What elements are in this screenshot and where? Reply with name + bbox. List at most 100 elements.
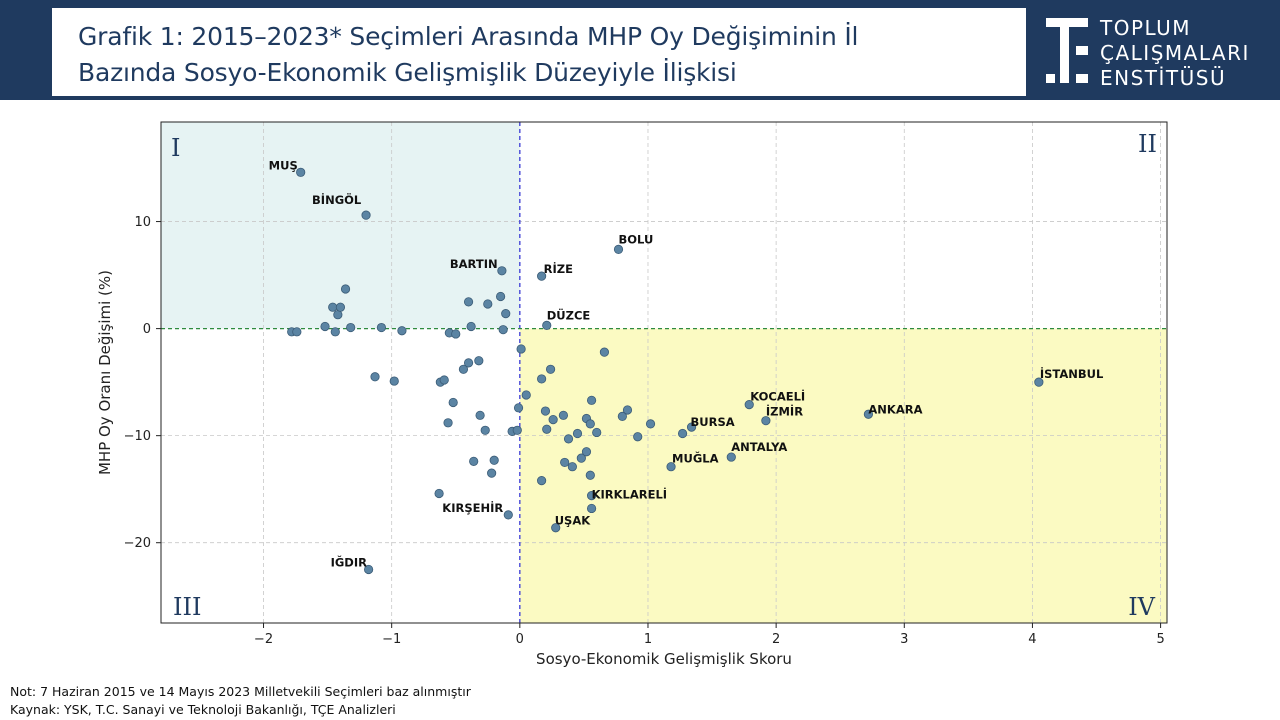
quadrant-label-III: III <box>173 593 201 621</box>
page-title-line-2: Bazında Sosyo-Ekonomik Gelişmişlik Düzey… <box>78 58 737 87</box>
labeled-point-muş <box>296 167 306 177</box>
labeled-point-i̇stanbul <box>1034 377 1044 387</box>
point-label: BARTIN <box>450 257 498 271</box>
data-point <box>581 447 592 457</box>
data-point <box>483 299 493 309</box>
quadrant-label-I: I <box>171 134 180 162</box>
title-box: Grafik 1: 2015–2023* Seçimleri Arasında … <box>52 8 1026 96</box>
logo-text-line-3: ENSTİTÜSÜ <box>1100 66 1227 90</box>
data-point <box>567 462 577 472</box>
data-point <box>501 309 511 319</box>
point-label: ANKARA <box>868 402 922 416</box>
point-label: KIRKLARELİ <box>592 486 668 501</box>
data-point <box>645 419 656 429</box>
x-axis-label: Sosyo-Ekonomik Gelişmişlik Skoru <box>536 650 792 668</box>
labeled-point-i̇zmi̇r <box>761 416 771 426</box>
labeled-point-kirşehi̇r <box>503 510 513 520</box>
logo-text-line-1: TOPLUM <box>1100 16 1192 40</box>
y-tick-label: −10 <box>124 429 151 444</box>
data-point <box>585 419 595 429</box>
data-point <box>513 403 524 413</box>
data-point <box>340 284 351 294</box>
data-point <box>537 476 547 486</box>
labeled-point-muğla <box>666 462 676 472</box>
data-point <box>463 358 474 368</box>
data-point <box>451 329 461 339</box>
data-point <box>448 397 458 408</box>
point-label: BOLU <box>619 232 654 246</box>
data-point <box>443 418 453 428</box>
header-bar: Grafik 1: 2015–2023* Seçimleri Arasında … <box>0 0 1280 100</box>
data-point <box>439 375 449 385</box>
y-tick-label: 0 <box>143 322 151 337</box>
x-tick-label: 2 <box>772 632 780 647</box>
data-point <box>572 428 583 439</box>
x-tick-label: 4 <box>1028 632 1036 647</box>
data-point <box>512 425 522 435</box>
data-point <box>376 322 387 333</box>
data-point <box>320 321 330 332</box>
labeled-point-kirklareli̇ <box>586 503 597 514</box>
data-point <box>537 374 547 384</box>
x-tick-label: 5 <box>1156 632 1164 647</box>
x-tick-label: −2 <box>254 632 273 647</box>
x-tick-label: 3 <box>900 632 908 647</box>
x-tick-label: −1 <box>382 632 401 647</box>
point-label: KIRŞEHİR <box>442 500 503 515</box>
point-label: DÜZCE <box>547 307 591 322</box>
point-label: IĞDIR <box>331 554 368 569</box>
data-point <box>292 327 302 337</box>
institute-logo-icon <box>1046 18 1088 83</box>
y-tick-label: 10 <box>134 215 151 230</box>
page-title-line-1: Grafik 1: 2015–2023* Seçimleri Arasında … <box>78 22 859 51</box>
data-point <box>474 356 484 366</box>
x-tick-label: 0 <box>516 632 524 647</box>
x-tick-label: 1 <box>644 632 652 647</box>
data-point <box>466 321 476 332</box>
labeled-point-ri̇ze <box>537 271 547 281</box>
data-point <box>586 395 597 405</box>
point-label: İZMİR <box>766 404 803 419</box>
point-label: BURSA <box>691 415 735 429</box>
data-point <box>558 410 569 420</box>
data-point <box>397 326 407 336</box>
data-point <box>586 491 597 501</box>
labeled-point-bolu <box>613 244 624 254</box>
data-point <box>622 405 633 415</box>
quadrant-label-II: II <box>1138 130 1157 158</box>
data-point <box>542 424 552 434</box>
labeled-point-bartin <box>497 266 507 276</box>
data-point <box>617 411 627 421</box>
point-label: BİNGÖL <box>312 192 362 207</box>
labeled-point-düzce <box>542 320 552 330</box>
data-point <box>576 453 586 463</box>
data-point <box>548 415 558 425</box>
data-point <box>540 406 551 416</box>
data-point <box>498 325 508 335</box>
labeled-point-antalya <box>726 452 736 462</box>
data-point <box>516 344 526 354</box>
data-point <box>489 455 499 465</box>
labeled-point-iğdir <box>364 564 374 575</box>
y-axis-label: MHP Oy Oranı Değişimi (%) <box>96 270 114 475</box>
data-point <box>458 364 469 374</box>
point-label: ANTALYA <box>731 440 787 454</box>
data-point <box>335 302 346 312</box>
quadrant-IV-area <box>519 328 1167 623</box>
data-point <box>370 372 380 382</box>
data-point <box>475 410 485 420</box>
data-point <box>346 322 356 333</box>
data-point <box>677 428 688 439</box>
data-point <box>480 425 490 435</box>
logo-text-line-2: ÇALIŞMALARI <box>1100 41 1250 65</box>
data-point <box>487 468 497 478</box>
labeled-point-bursa <box>686 422 697 432</box>
data-point <box>330 327 340 337</box>
data-point <box>599 347 610 357</box>
plot-frame <box>160 121 1168 624</box>
data-point <box>434 488 444 499</box>
data-point <box>545 364 556 374</box>
point-label: MUŞ <box>269 158 298 172</box>
data-point <box>389 376 399 386</box>
